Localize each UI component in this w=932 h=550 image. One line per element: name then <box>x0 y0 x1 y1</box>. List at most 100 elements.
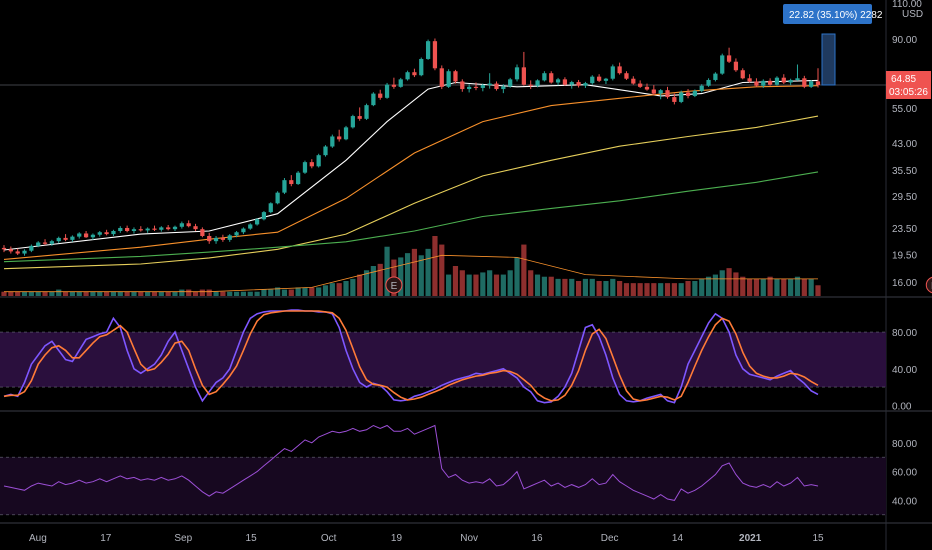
candle <box>166 225 171 231</box>
stochastic-pane[interactable] <box>0 309 886 404</box>
candle <box>802 75 807 89</box>
candle <box>644 83 650 91</box>
last-price-tag-box <box>886 71 931 99</box>
candle-body <box>36 242 41 246</box>
volume-bar <box>227 291 233 296</box>
candle-body <box>467 86 472 90</box>
volume-bar <box>788 278 794 296</box>
time-tick-label: 19 <box>391 533 403 544</box>
volume-bar <box>644 283 650 296</box>
candle-body <box>378 93 383 98</box>
candle-body <box>364 105 369 119</box>
volume-bar <box>541 276 547 296</box>
candle <box>494 81 499 91</box>
rsi-pane[interactable] <box>0 424 886 516</box>
last-price-tag[interactable]: 64.85 03:05:26 <box>886 71 931 99</box>
volume-bar <box>350 278 356 296</box>
candle <box>63 234 68 242</box>
candle-body <box>453 71 458 82</box>
candle <box>651 85 656 95</box>
volume-bar <box>767 276 773 296</box>
candle <box>788 78 793 86</box>
candle <box>658 89 663 100</box>
candle-body <box>289 180 294 185</box>
candle <box>1 245 7 253</box>
price-tick-label: 43.00 <box>892 139 917 150</box>
earnings-marker-circle <box>385 276 403 294</box>
candle-body <box>802 78 807 87</box>
rsi-band <box>0 457 886 515</box>
candle <box>542 71 547 82</box>
volume-bar <box>699 278 705 296</box>
candle-body <box>699 85 704 91</box>
price-tick-label: 19.50 <box>892 250 917 261</box>
candle <box>781 74 786 85</box>
volume-bar <box>199 289 205 296</box>
candle <box>391 77 397 89</box>
volume-bar <box>521 244 527 296</box>
candle <box>535 79 540 88</box>
candle <box>97 231 102 237</box>
candle <box>357 107 362 121</box>
candle <box>316 153 321 168</box>
moving-average-long <box>3 171 819 263</box>
volume-bar <box>104 291 110 296</box>
volume-bar <box>343 281 349 296</box>
price-axis[interactable]: 110.0090.0070.0055.0043.0035.5029.5023.5… <box>892 0 922 507</box>
volume-bar <box>384 246 390 296</box>
candle-body <box>337 136 342 140</box>
time-axis[interactable]: Aug 17 Sep 15 Oct 19 Nov 16 Dec 14 2021 15 <box>29 533 824 544</box>
candle <box>446 69 451 88</box>
candle-body <box>49 241 55 244</box>
candle-body <box>412 72 417 76</box>
candle <box>795 64 800 81</box>
candle <box>241 227 246 235</box>
price-pane[interactable]: EE <box>0 33 932 296</box>
volume-bar <box>623 283 630 296</box>
candle <box>172 225 178 232</box>
volume-bar <box>493 274 500 296</box>
measure-tag[interactable]: 22.82 (35.10%) 2282 <box>783 4 883 24</box>
volume-bar <box>21 291 28 296</box>
candle-body <box>733 61 739 71</box>
candle-body <box>268 203 273 213</box>
volume-bar <box>726 268 732 296</box>
price-tick-label: 35.50 <box>892 166 917 177</box>
candle <box>378 89 383 100</box>
volume-bar <box>1 291 7 296</box>
candle <box>371 92 376 107</box>
earnings-marker-label: E <box>391 281 398 292</box>
volume-bar <box>671 283 677 296</box>
candle-body <box>644 86 650 90</box>
price-tick-label: 16.00 <box>892 278 917 289</box>
volume-bar <box>206 289 212 296</box>
candle-body <box>795 78 800 80</box>
volume-bar <box>8 291 14 296</box>
volume-bar <box>131 291 137 296</box>
volume-bar <box>97 291 103 296</box>
candle-body <box>535 80 540 86</box>
candle <box>740 68 745 80</box>
candle <box>713 72 718 82</box>
candle <box>302 160 308 174</box>
candle-body <box>70 236 75 240</box>
candle <box>275 191 280 205</box>
candle-body <box>63 237 68 240</box>
moving-average-vol <box>4 254 818 293</box>
candle-body <box>15 251 20 254</box>
candle <box>289 175 294 187</box>
volume-bar <box>473 274 479 296</box>
volume-bar <box>302 287 308 296</box>
candle <box>419 57 424 77</box>
candle <box>767 78 773 86</box>
candle <box>207 232 212 244</box>
candle-body <box>282 180 287 193</box>
time-tick-label: Oct <box>321 533 337 544</box>
candle <box>432 38 438 71</box>
volume-bar <box>664 283 671 296</box>
volume-bar <box>268 289 274 296</box>
volume-bar <box>815 285 821 296</box>
candle-body <box>501 86 506 90</box>
candle <box>672 93 677 105</box>
